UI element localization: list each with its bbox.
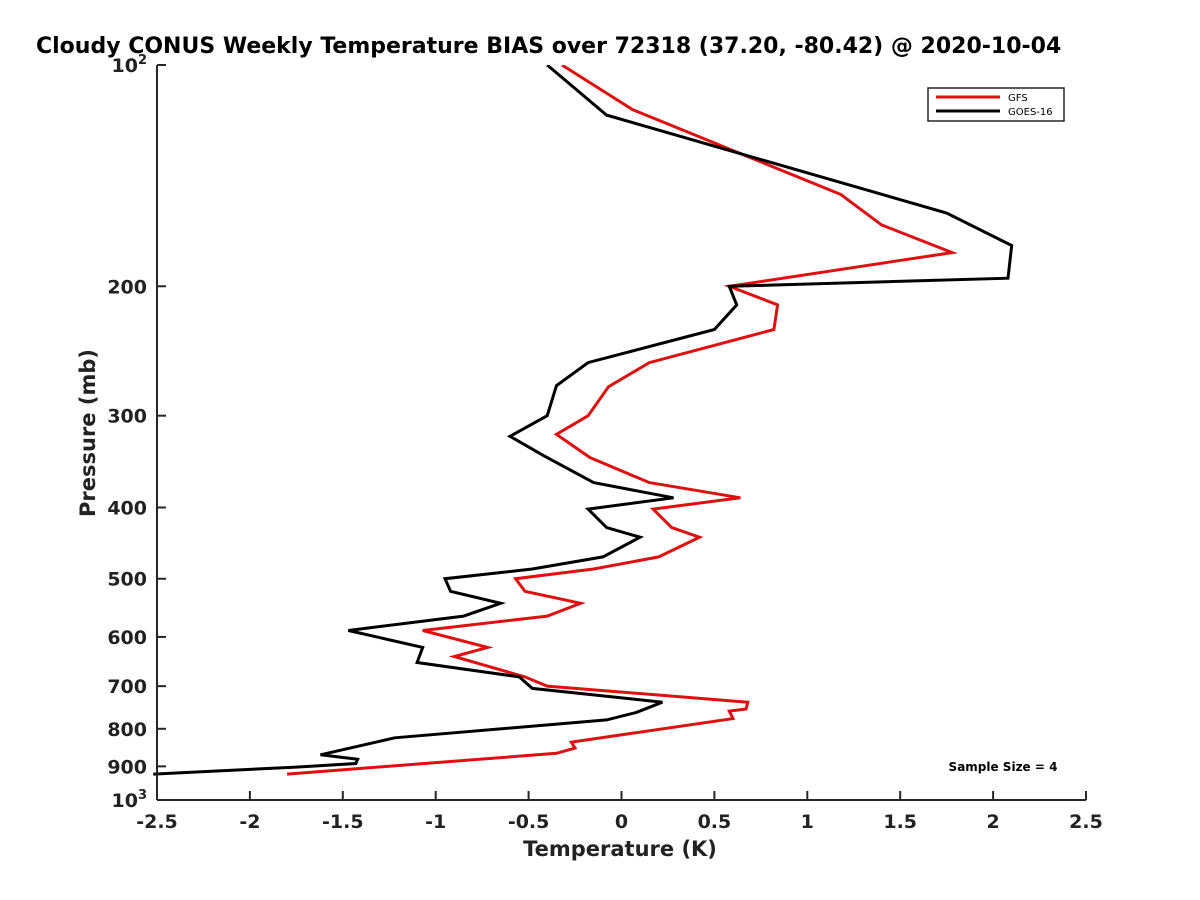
legend: GFS GOES-16	[927, 87, 1065, 122]
y-tick-label: 500	[107, 569, 147, 591]
y-tick-label: 900	[107, 756, 147, 778]
x-tick-label: 0	[615, 811, 628, 833]
x-tick-label: 1.5	[883, 811, 917, 833]
y-axis-label: Pressure (mb)	[76, 349, 100, 517]
y-tick-label: 102	[112, 53, 148, 77]
y-tick-label: 103	[112, 788, 148, 812]
x-tick-label: -2.5	[136, 811, 178, 833]
series-line-gfs	[286, 65, 958, 776]
x-tick-label: 2	[986, 811, 999, 833]
y-tick-label: 300	[107, 406, 147, 428]
axes: -2.5 -2 -1.5 -1 -0.5 0 0.5 1 1.5 2 2.5 102 200 300 400…	[107, 53, 1103, 833]
legend-box	[927, 87, 1065, 122]
x-tick-label: -0.5	[508, 811, 550, 833]
x-tick-label: 2.5	[1069, 811, 1103, 833]
x-tick-label: 1	[801, 811, 814, 833]
x-axis-label: Temperature (K)	[523, 837, 717, 861]
sample-size-annotation: Sample Size = 4	[949, 760, 1058, 774]
series-line-goes-16	[153, 65, 1014, 776]
y-tick-label: 400	[107, 498, 147, 520]
legend-label-goes-16: GOES-16	[1008, 107, 1053, 118]
plot-lines	[153, 65, 1014, 776]
y-tick-label: 600	[107, 627, 147, 649]
y-tick-label: 700	[107, 676, 147, 698]
legend-label-gfs: GFS	[1008, 93, 1028, 104]
chart-title: Cloudy CONUS Weekly Temperature BIAS ove…	[36, 34, 1061, 59]
x-tick-label: -2	[239, 811, 260, 833]
x-tick-label: -1	[425, 811, 446, 833]
x-tick-label: 0.5	[698, 811, 732, 833]
y-tick-label: 800	[107, 719, 147, 741]
x-tick-label: -1.5	[322, 811, 364, 833]
y-tick-label: 200	[107, 276, 147, 298]
